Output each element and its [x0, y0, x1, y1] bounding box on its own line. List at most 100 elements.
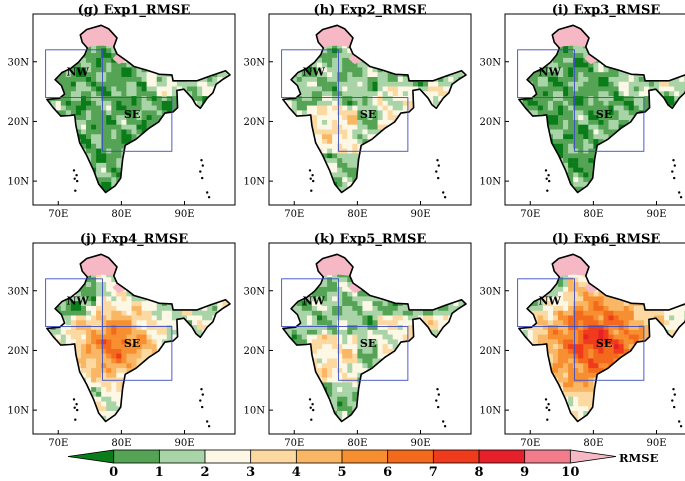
rmse-cell	[583, 105, 589, 111]
rmse-cell	[306, 138, 313, 144]
rmse-cell	[81, 114, 87, 120]
rmse-cell	[55, 353, 62, 359]
rmse-cell	[151, 38, 158, 44]
rmse-cell	[458, 25, 464, 30]
rmse-cell	[332, 81, 338, 87]
rmse-cell	[176, 71, 183, 77]
rmse-cell	[573, 19, 578, 24]
rmse-cell	[75, 410, 82, 416]
rmse-cell	[136, 257, 142, 263]
rmse-cell	[463, 176, 466, 182]
rmse-cell	[643, 38, 650, 44]
rmse-cell	[126, 396, 132, 402]
rmse-cell	[76, 19, 81, 24]
rmse-cell	[332, 76, 338, 82]
rmse-cell	[654, 124, 660, 130]
rmse-cell	[65, 348, 72, 354]
rmse-cell	[558, 153, 564, 159]
rmse-cell	[578, 162, 584, 168]
rmse-cell	[537, 138, 544, 144]
rmse-cell	[75, 124, 82, 130]
rmse-cell	[608, 57, 614, 63]
rmse-cell	[453, 181, 459, 187]
rmse-cell	[608, 129, 614, 135]
rmse-cell	[166, 95, 173, 101]
rmse-cell	[55, 372, 62, 378]
rmse-cell	[171, 33, 178, 39]
rmse-cell	[91, 95, 97, 101]
rmse-cell	[156, 134, 163, 140]
rmse-cell	[306, 28, 313, 34]
rmse-cell	[373, 19, 378, 24]
rmse-cell	[136, 91, 142, 97]
rmse-cell	[171, 48, 178, 54]
rmse-cell	[332, 105, 338, 111]
rmse-cell	[291, 62, 298, 68]
rmse-cell	[608, 138, 614, 144]
rmse-cell	[674, 33, 680, 39]
rmse-cell	[151, 186, 158, 192]
rmse-cell	[362, 181, 368, 187]
rmse-cell	[573, 86, 579, 92]
rmse-cell	[362, 76, 368, 82]
rmse-cell	[588, 124, 594, 130]
rmse-cell	[322, 86, 328, 92]
rmse-cell	[583, 153, 589, 159]
rmse-cell	[106, 153, 112, 159]
rmse-cell	[397, 81, 404, 87]
map-frame	[32, 13, 236, 206]
rmse-cell	[121, 310, 127, 316]
rmse-cell	[463, 124, 466, 130]
rmse-cell	[50, 57, 57, 63]
rmse-cell	[166, 172, 173, 178]
rmse-cell	[537, 157, 544, 163]
rmse-cell	[664, 25, 670, 30]
rmse-cell	[428, 191, 434, 193]
rmse-cell	[583, 191, 589, 193]
rmse-cell	[553, 162, 559, 168]
rmse-cell	[76, 248, 81, 253]
rmse-cell	[433, 48, 439, 54]
rmse-cell	[322, 153, 328, 159]
rmse-cell	[648, 138, 655, 144]
rmse-cell	[603, 186, 609, 192]
rmse-cell	[522, 176, 529, 182]
rmse-cell	[151, 110, 158, 116]
rmse-cell	[397, 38, 404, 44]
rmse-cell	[633, 67, 640, 73]
rmse-cell	[664, 71, 670, 77]
rmse-cell	[101, 172, 107, 178]
rmse-cell	[282, 19, 287, 24]
rmse-cell	[638, 33, 645, 39]
rmse-cell	[81, 110, 87, 116]
rmse-cell	[412, 176, 419, 182]
rmse-cell	[603, 134, 609, 140]
rmse-cell	[568, 157, 574, 163]
rmse-cell	[628, 28, 635, 34]
rmse-cell	[70, 377, 77, 383]
rmse-cell	[46, 38, 51, 44]
rmse-cell	[60, 176, 67, 182]
rmse-cell	[111, 143, 117, 149]
island-dot	[436, 159, 439, 162]
rmse-cell	[217, 71, 223, 77]
rmse-cell	[377, 43, 383, 49]
rmse-cell	[141, 181, 147, 187]
rmse-cell	[553, 19, 558, 24]
rmse-cell	[50, 291, 57, 297]
rmse-cell	[70, 281, 77, 287]
rmse-cell	[141, 305, 147, 311]
rmse-cell	[327, 67, 333, 73]
rmse-cell	[141, 405, 147, 411]
rmse-cell	[547, 71, 554, 77]
rmse-cell	[428, 143, 434, 149]
rmse-cell	[65, 420, 72, 422]
rmse-cell	[438, 119, 444, 125]
rmse-cell	[292, 19, 297, 24]
rmse-cell	[50, 38, 57, 44]
rmse-cell	[106, 81, 112, 87]
rmse-cell	[402, 25, 409, 30]
rmse-cell	[638, 95, 645, 101]
rmse-cell	[311, 43, 318, 49]
rmse-cell	[111, 67, 117, 73]
